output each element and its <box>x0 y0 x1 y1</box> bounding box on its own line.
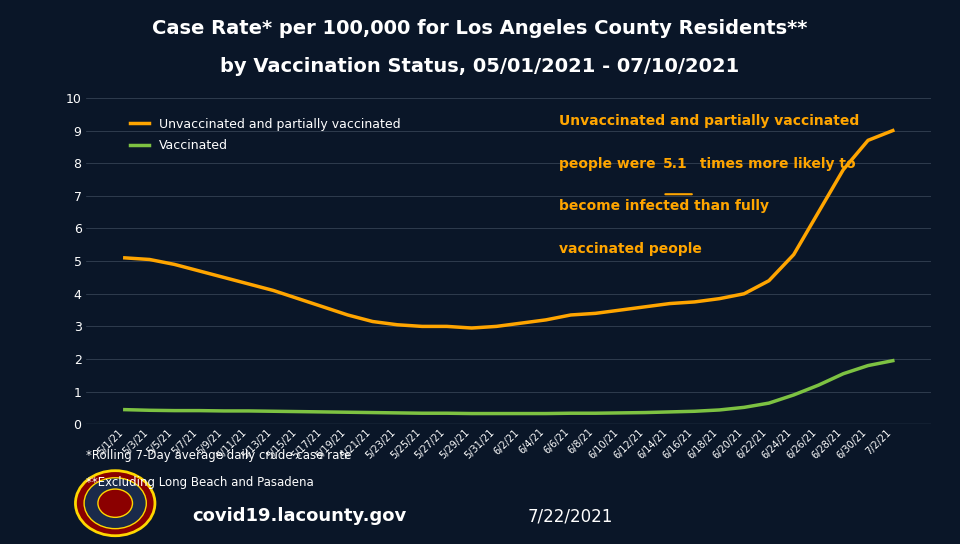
Text: by Vaccination Status, 05/01/2021 - 07/10/2021: by Vaccination Status, 05/01/2021 - 07/1… <box>221 57 739 76</box>
Circle shape <box>76 471 155 536</box>
Text: covid19.lacounty.gov: covid19.lacounty.gov <box>192 507 406 525</box>
Legend: Unvaccinated and partially vaccinated, Vaccinated: Unvaccinated and partially vaccinated, V… <box>127 114 404 156</box>
Text: people were: people were <box>560 157 661 171</box>
Text: vaccinated people: vaccinated people <box>560 242 703 256</box>
Text: become infected than fully: become infected than fully <box>560 199 770 213</box>
Text: 7/22/2021: 7/22/2021 <box>528 507 613 525</box>
Text: Unvaccinated and partially vaccinated: Unvaccinated and partially vaccinated <box>560 114 860 128</box>
Text: **Excluding Long Beach and Pasadena: **Excluding Long Beach and Pasadena <box>86 476 314 489</box>
Text: 5.1: 5.1 <box>662 157 687 171</box>
Circle shape <box>84 478 146 529</box>
Text: Case Rate* per 100,000 for Los Angeles County Residents**: Case Rate* per 100,000 for Los Angeles C… <box>153 19 807 38</box>
Text: *Rolling 7-Day average daily crude case rate: *Rolling 7-Day average daily crude case … <box>86 449 351 462</box>
Text: times more likely to: times more likely to <box>695 157 855 171</box>
Circle shape <box>98 489 132 517</box>
